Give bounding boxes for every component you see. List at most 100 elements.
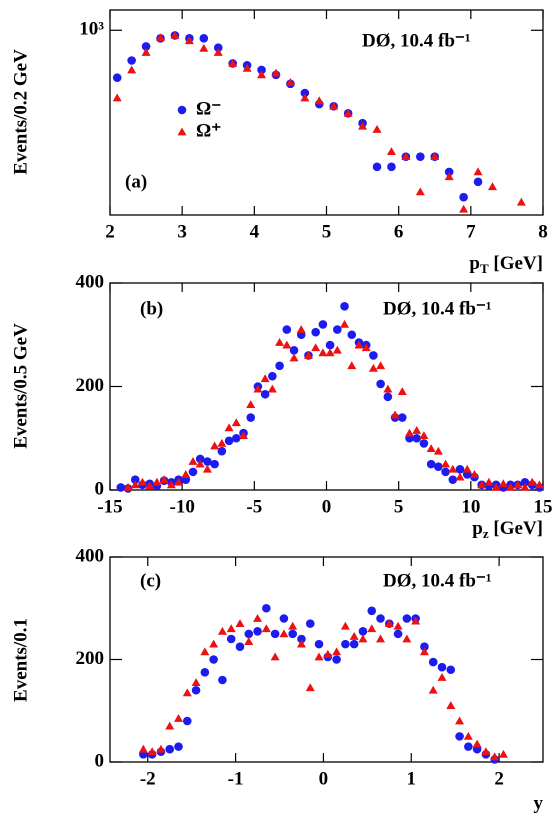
data-point	[138, 744, 148, 753]
data-point	[340, 301, 349, 311]
y-tick-label: 400	[76, 271, 105, 292]
y-tick-label: 200	[76, 375, 105, 396]
x-tick-label: 15	[534, 496, 553, 517]
data-point	[130, 480, 140, 489]
data-point	[444, 172, 454, 181]
data-point	[358, 627, 368, 636]
x-tick-label: 0	[322, 496, 332, 517]
panel-label: (b)	[140, 298, 163, 319]
data-point	[433, 446, 443, 455]
data-point	[325, 340, 335, 350]
data-point	[123, 482, 133, 491]
data-point	[195, 459, 205, 468]
data-point	[275, 361, 284, 371]
data-point	[387, 162, 396, 172]
data-point	[419, 431, 429, 440]
data-point	[441, 467, 450, 477]
data-point	[506, 482, 516, 491]
y-tick-label: 0	[95, 750, 105, 771]
data-point	[213, 47, 223, 56]
data-point	[340, 319, 350, 328]
x-axis-label-unit: [GeV]	[489, 253, 543, 274]
data-point	[472, 739, 482, 748]
data-point	[376, 361, 386, 370]
data-point	[112, 73, 122, 82]
data-point	[520, 482, 530, 491]
data-point	[311, 327, 320, 337]
data-point	[444, 167, 454, 177]
x-tick-label: -5	[246, 496, 262, 517]
data-point	[311, 343, 321, 352]
data-point	[231, 418, 241, 427]
legend-marker	[177, 105, 187, 115]
data-point	[296, 639, 306, 648]
data-point	[434, 462, 443, 472]
x-tick-label: 2	[105, 221, 115, 242]
y-tick-label: 0	[95, 478, 105, 499]
x-tick-label: 10	[461, 496, 480, 517]
data-point	[419, 647, 429, 656]
data-point	[282, 340, 292, 349]
data-point	[473, 167, 483, 176]
annotation: DØ, 10.4 fb⁻¹	[383, 570, 492, 591]
data-point	[224, 423, 234, 432]
data-point	[235, 642, 245, 651]
data-point	[141, 42, 151, 51]
data-point	[218, 675, 227, 685]
data-point	[137, 477, 147, 486]
data-point	[412, 433, 422, 443]
data-point	[347, 361, 357, 370]
data-point	[130, 475, 140, 484]
data-point	[268, 371, 277, 381]
data-point	[305, 683, 315, 692]
data-point	[428, 685, 438, 694]
data-point	[358, 634, 368, 643]
data-point	[217, 446, 227, 456]
data-point	[448, 464, 458, 473]
data-point	[267, 384, 277, 393]
x-tick-label: -2	[140, 768, 156, 789]
data-point	[199, 34, 209, 43]
data-point	[191, 685, 201, 695]
data-point	[289, 345, 299, 355]
data-point	[224, 436, 234, 446]
data-point	[152, 477, 162, 486]
data-point	[415, 187, 425, 196]
data-point	[116, 483, 126, 492]
x-tick-label: 4	[250, 221, 260, 242]
data-point	[253, 627, 262, 636]
data-point	[343, 108, 353, 117]
y-axis-label: Events/0.1	[10, 618, 31, 702]
data-point	[300, 88, 310, 98]
data-point	[112, 93, 122, 102]
data-point	[170, 30, 180, 39]
x-tick-label: 5	[322, 221, 332, 242]
x-axis-label-unit: [GeV]	[489, 518, 543, 539]
data-point	[383, 384, 393, 393]
data-point	[477, 480, 487, 489]
data-point	[376, 379, 385, 389]
data-point	[455, 472, 465, 481]
data-point	[437, 672, 447, 681]
data-point	[498, 479, 508, 488]
data-point	[305, 619, 315, 628]
x-tick-label: 3	[177, 221, 187, 242]
x-axis-label-sub: z	[483, 526, 489, 541]
data-point	[314, 96, 324, 105]
data-point	[282, 325, 292, 334]
data-point	[288, 629, 297, 639]
data-point	[165, 721, 175, 730]
x-tick-label: 8	[538, 221, 548, 242]
data-point	[420, 642, 429, 651]
data-point	[156, 33, 166, 42]
data-point	[165, 744, 175, 754]
data-point	[288, 621, 298, 630]
data-point	[372, 162, 382, 172]
data-point	[279, 614, 289, 623]
data-point	[358, 121, 368, 130]
data-point	[462, 464, 472, 473]
data-point	[303, 350, 313, 359]
data-point	[226, 634, 236, 644]
data-point	[491, 482, 501, 491]
data-point	[188, 467, 198, 477]
